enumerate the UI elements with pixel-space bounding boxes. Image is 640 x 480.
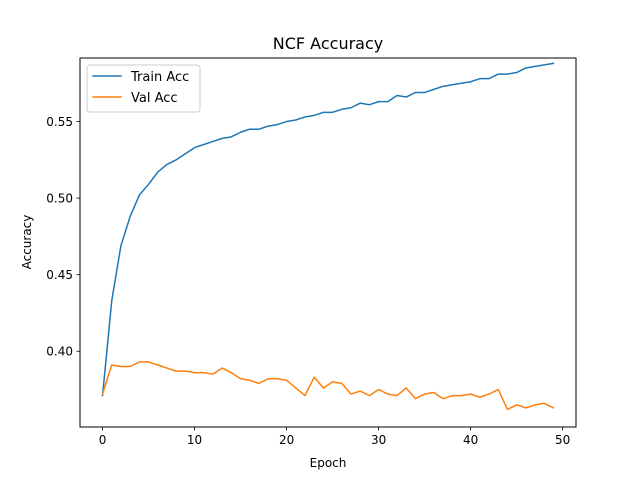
x-axis-label: Epoch xyxy=(310,456,347,470)
axes-frame xyxy=(79,57,577,428)
ticks-layer: 0 10 20 30 40 50 0.40 0.45 0.50 0.55 xyxy=(46,115,570,447)
y-tick-label: 0.50 xyxy=(46,192,73,206)
series-line-val-acc xyxy=(101,361,555,411)
plot-layer xyxy=(101,62,555,411)
x-tick-label: 30 xyxy=(371,433,386,447)
x-tick-label: 40 xyxy=(463,433,478,447)
legend-val-label: Val Acc xyxy=(131,91,178,106)
series-line-train-acc xyxy=(101,62,555,397)
x-tick-label: 10 xyxy=(187,433,202,447)
x-tick-label: 20 xyxy=(279,433,294,447)
y-tick-label: 0.45 xyxy=(46,268,73,282)
y-tick-label: 0.55 xyxy=(46,115,73,129)
y-axis-label: Accuracy xyxy=(20,215,34,270)
legend: Train Acc Val Acc xyxy=(86,64,201,113)
legend-train-label: Train Acc xyxy=(130,70,189,85)
x-tick-label: 50 xyxy=(555,433,570,447)
y-tick-label: 0.40 xyxy=(46,345,73,359)
x-tick-label: 0 xyxy=(99,433,107,447)
chart-title: NCF Accuracy xyxy=(273,34,383,53)
